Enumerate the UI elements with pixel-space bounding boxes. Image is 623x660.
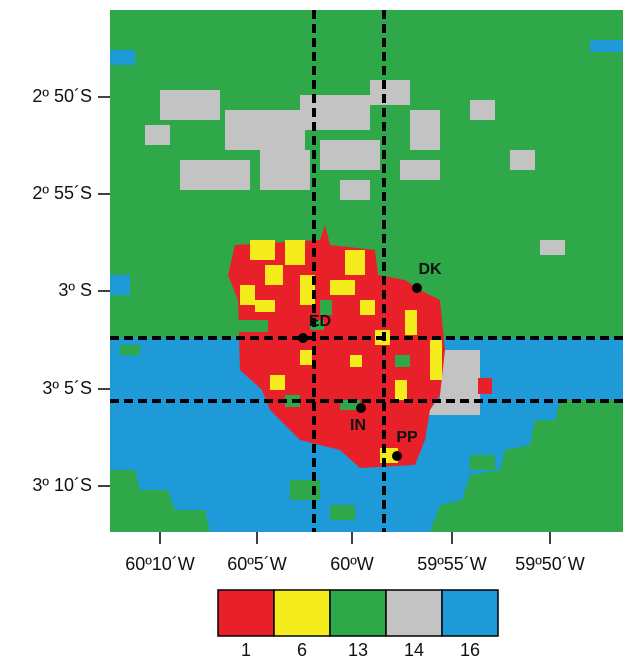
land-class-6 bbox=[405, 310, 417, 335]
legend-label: 14 bbox=[404, 640, 424, 660]
land-class-6 bbox=[285, 240, 305, 265]
land-class-1 bbox=[478, 378, 492, 394]
land-class-14 bbox=[410, 110, 440, 150]
x-tick-label: 59º50´W bbox=[515, 554, 585, 574]
site-marker bbox=[356, 403, 366, 413]
land-class-16 bbox=[590, 40, 623, 52]
land-class-14 bbox=[225, 110, 305, 150]
land-class-14 bbox=[320, 140, 380, 170]
land-class-6 bbox=[265, 265, 283, 285]
land-class-14 bbox=[160, 90, 220, 120]
legend-swatch bbox=[218, 590, 274, 636]
legend-swatch bbox=[330, 590, 386, 636]
land-class-6 bbox=[250, 240, 275, 260]
land-class-14 bbox=[440, 350, 480, 400]
legend-label: 1 bbox=[241, 640, 251, 660]
land-class-14 bbox=[510, 150, 535, 170]
land-class-6 bbox=[350, 355, 362, 367]
land-class-14 bbox=[370, 80, 410, 105]
y-tick-label: 3º 10´S bbox=[32, 475, 92, 495]
land-class-6 bbox=[255, 300, 275, 312]
land-class-16 bbox=[110, 50, 135, 65]
land-class-14 bbox=[400, 160, 440, 180]
site-marker bbox=[298, 333, 308, 343]
legend-swatch bbox=[274, 590, 330, 636]
land-class-13 bbox=[560, 405, 590, 430]
legend-label: 16 bbox=[460, 640, 480, 660]
land-class-6 bbox=[395, 380, 407, 400]
land-class-6 bbox=[270, 375, 285, 390]
x-tick-label: 60º5´W bbox=[227, 554, 287, 574]
land-class-13 bbox=[395, 355, 410, 367]
land-class-6 bbox=[360, 300, 375, 315]
land-class-13 bbox=[470, 455, 495, 470]
legend-label: 6 bbox=[297, 640, 307, 660]
legend-swatch bbox=[386, 590, 442, 636]
site-label: PP bbox=[396, 429, 418, 446]
land-class-14 bbox=[300, 95, 370, 130]
site-label: ED bbox=[309, 313, 331, 330]
x-tick-label: 60ºW bbox=[330, 554, 374, 574]
land-class-16 bbox=[110, 275, 130, 295]
land-class-13 bbox=[238, 320, 268, 332]
legend-swatch bbox=[442, 590, 498, 636]
land-class-6 bbox=[345, 250, 365, 275]
land-class-6 bbox=[330, 280, 355, 295]
land-class-14 bbox=[145, 125, 170, 145]
map-area bbox=[110, 10, 623, 532]
land-class-14 bbox=[470, 100, 495, 120]
y-tick-label: 2º 55´S bbox=[32, 183, 92, 203]
y-tick-label: 2º 50´S bbox=[32, 86, 92, 106]
x-tick-label: 59º55´W bbox=[417, 554, 487, 574]
y-tick-label: 3º S bbox=[58, 280, 92, 300]
y-tick-label: 3º 5´S bbox=[42, 378, 92, 398]
land-class-14 bbox=[340, 180, 370, 200]
land-class-14 bbox=[180, 160, 250, 190]
site-marker bbox=[412, 283, 422, 293]
legend-label: 13 bbox=[348, 640, 368, 660]
land-class-14 bbox=[540, 240, 565, 255]
site-label: DK bbox=[418, 261, 442, 278]
land-class-6 bbox=[300, 350, 312, 365]
site-label: IN bbox=[350, 417, 366, 434]
x-tick-label: 60º10´W bbox=[125, 554, 195, 574]
land-class-14 bbox=[260, 150, 310, 190]
land-class-6 bbox=[240, 285, 255, 305]
land-class-13 bbox=[120, 345, 140, 355]
land-use-map: 2º 50´S 2º 55´S 3º S 3º 5´S 3º 10´S 60º10´W 60… bbox=[0, 0, 623, 660]
site-marker bbox=[392, 451, 402, 461]
land-class-6 bbox=[430, 340, 442, 380]
land-class-13 bbox=[330, 505, 355, 520]
